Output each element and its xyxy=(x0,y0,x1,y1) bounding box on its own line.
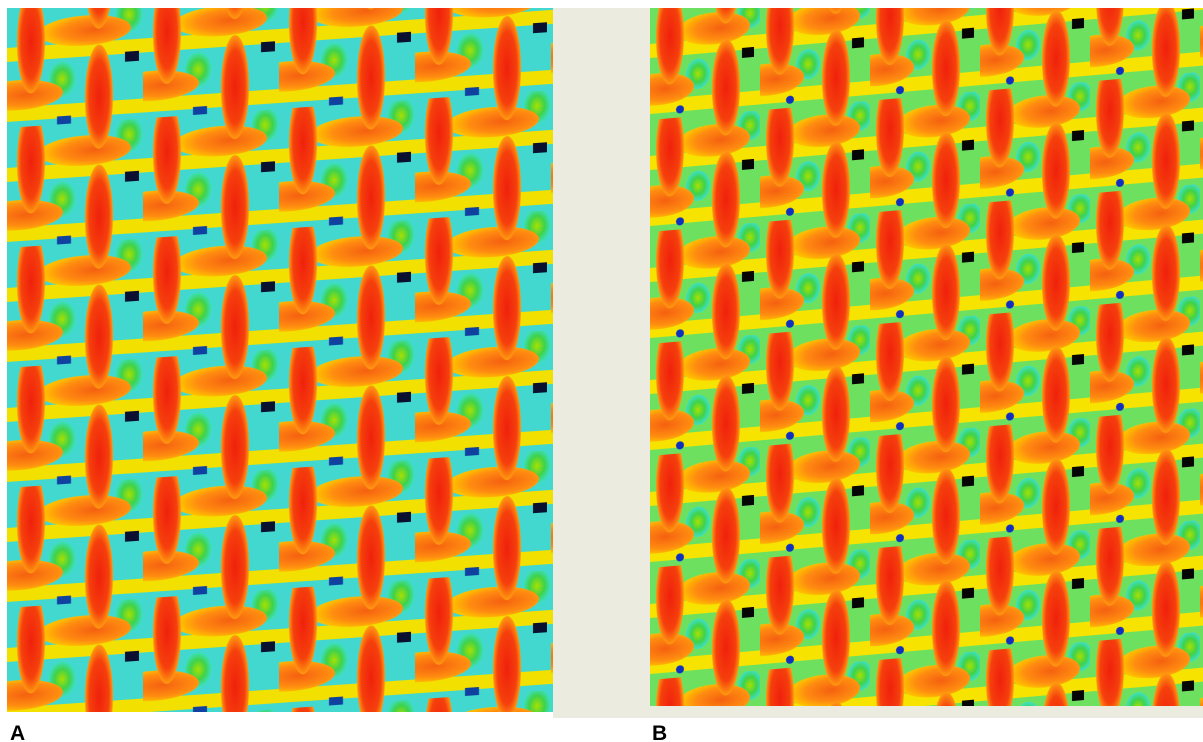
figure: A B xyxy=(0,0,1203,742)
panel-label: A xyxy=(10,722,25,742)
page-body: A B (() => { const data = JSON.parse(doc… xyxy=(0,0,1203,742)
page: Weave false-color images {"panels": [{"l… xyxy=(0,0,1203,742)
panel-b-border xyxy=(650,706,1203,718)
gap-background xyxy=(553,8,650,718)
image-panel-a xyxy=(7,8,553,712)
panel-label: B xyxy=(652,722,667,742)
image-panel-b xyxy=(650,8,1203,706)
